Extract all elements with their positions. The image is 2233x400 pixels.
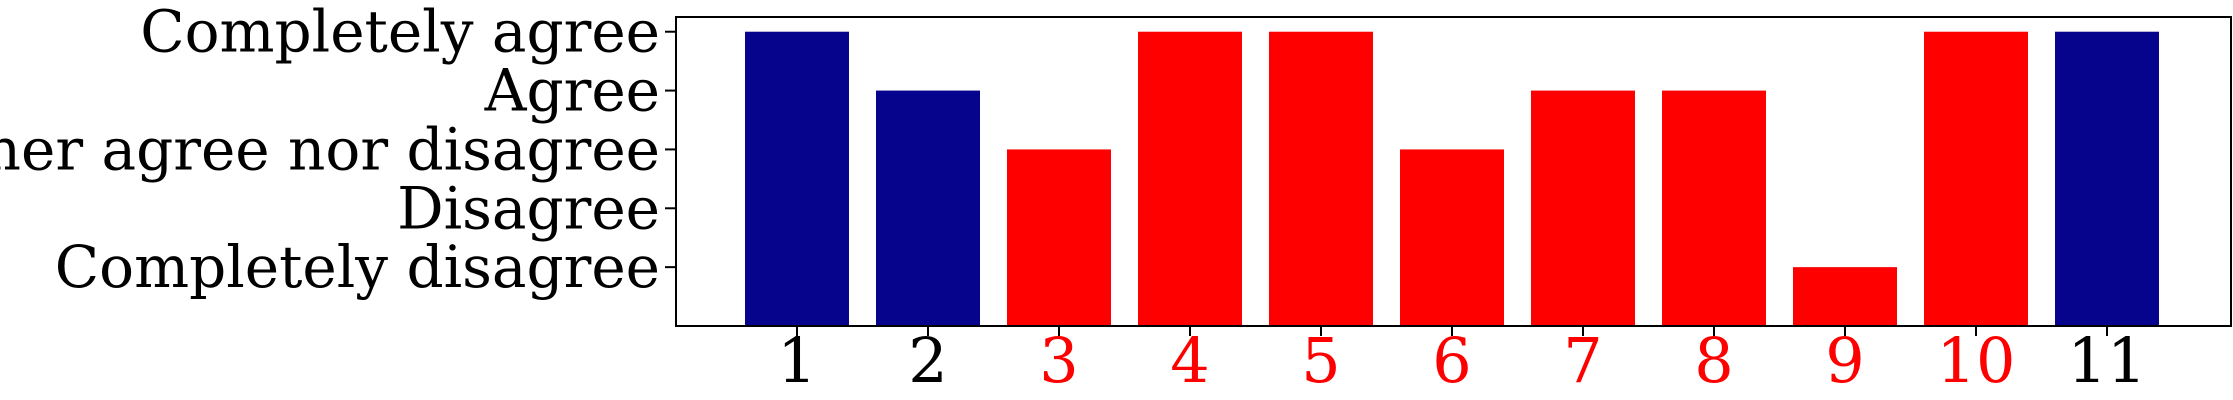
bar-9 xyxy=(1793,267,1897,326)
bar-2 xyxy=(876,90,980,326)
bar-4 xyxy=(1138,31,1242,326)
bar-1 xyxy=(745,31,849,326)
bar-6 xyxy=(1400,149,1504,326)
y-tick-label: Completely agree xyxy=(140,0,660,66)
x-tick-label-3: 3 xyxy=(1039,324,1078,397)
y-tick-label: Agree xyxy=(484,57,660,125)
bar-7 xyxy=(1531,90,1635,326)
bar-10 xyxy=(1924,31,2028,326)
y-axis: Completely disagreeDisagreeNeither agree… xyxy=(0,0,676,301)
x-tick-label-10: 10 xyxy=(1937,324,2016,397)
y-tick-label: Neither agree nor disagree xyxy=(0,115,660,183)
bar-3 xyxy=(1007,149,1111,326)
x-tick-label-4: 4 xyxy=(1170,324,1209,397)
x-tick-label-5: 5 xyxy=(1301,324,1340,397)
x-axis: 1 2 3 4 5 6 7 8 9 10 11 xyxy=(777,324,2146,397)
x-tick-label-1: 1 xyxy=(777,324,816,397)
x-tick-label-6: 6 xyxy=(1432,324,1471,397)
x-tick-label-9: 9 xyxy=(1825,324,1864,397)
x-tick-label-8: 8 xyxy=(1694,324,1733,397)
x-tick-label-11: 11 xyxy=(2068,324,2147,397)
x-tick-label-2: 2 xyxy=(908,324,947,397)
bar-11 xyxy=(2055,31,2159,326)
bars-layer xyxy=(745,31,2159,326)
plot-frame xyxy=(675,16,2232,327)
bar-8 xyxy=(1662,90,1766,326)
y-tick-label: Disagree xyxy=(397,174,660,242)
y-tick-label: Completely disagree xyxy=(55,233,660,301)
x-tick-label-7: 7 xyxy=(1563,324,1602,397)
bar-5 xyxy=(1269,31,1373,326)
